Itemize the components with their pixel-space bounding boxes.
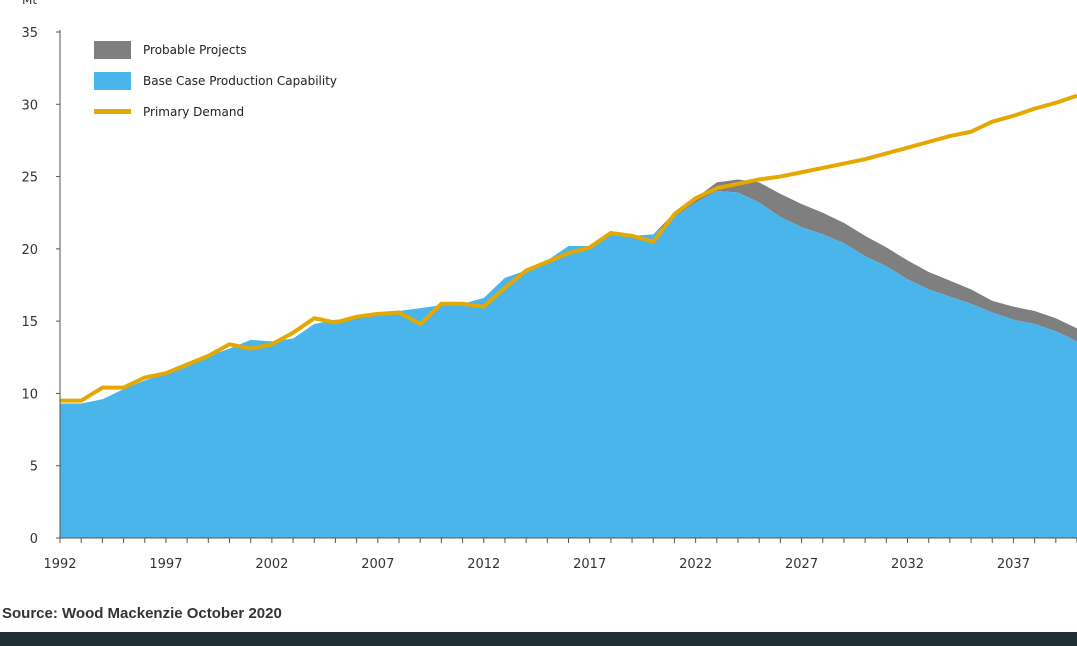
series-primary-demand xyxy=(60,93,1077,403)
x-tick-label: 2012 xyxy=(467,557,500,572)
x-tick-label: 1992 xyxy=(43,557,76,572)
y-tick-label: 30 xyxy=(21,98,38,113)
legend-swatch xyxy=(94,72,131,90)
plot-areas xyxy=(60,179,1077,538)
x-tick-label: 2032 xyxy=(891,557,924,572)
y-tick-label: 20 xyxy=(21,243,38,258)
y-tick-label: 25 xyxy=(21,171,38,186)
x-tick-label: 2027 xyxy=(785,557,818,572)
x-tick-label: 2017 xyxy=(573,557,606,572)
x-tick-label: 1997 xyxy=(149,557,182,572)
y-unit-label: Mt xyxy=(22,0,37,7)
y-tick-label: 0 xyxy=(30,532,38,547)
y-tick-label: 5 xyxy=(30,460,38,475)
legend-swatch xyxy=(94,109,131,114)
chart-canvas: 0 5 10 15 20 25 30 35 1992 1997 2002 2007 2012 2017 20… xyxy=(21,0,1077,572)
source-note: Source: Wood Mackenzie October 2020 xyxy=(2,605,282,622)
legend-label: Probable Projects xyxy=(143,43,246,57)
y-tick-label: 35 xyxy=(21,26,38,41)
legend-label: Primary Demand xyxy=(143,105,244,119)
legend-swatch xyxy=(94,41,131,59)
x-tick-label: 2037 xyxy=(997,557,1030,572)
plot-lines xyxy=(60,93,1077,403)
x-tick-label: 2007 xyxy=(361,557,394,572)
x-tick-label: 2002 xyxy=(255,557,288,572)
legend: Probable Projects Base Case Production Ca… xyxy=(94,41,337,119)
bottom-bar xyxy=(0,632,1077,646)
x-tick-label: 2022 xyxy=(679,557,712,572)
y-tick-label: 15 xyxy=(21,315,38,330)
y-tick-label: 10 xyxy=(21,387,38,402)
axes: 0 5 10 15 20 25 30 35 1992 1997 2002 2007 2012 2017 20… xyxy=(21,0,1077,572)
series-base-case-production xyxy=(60,191,1077,538)
legend-label: Base Case Production Capability xyxy=(143,74,337,88)
